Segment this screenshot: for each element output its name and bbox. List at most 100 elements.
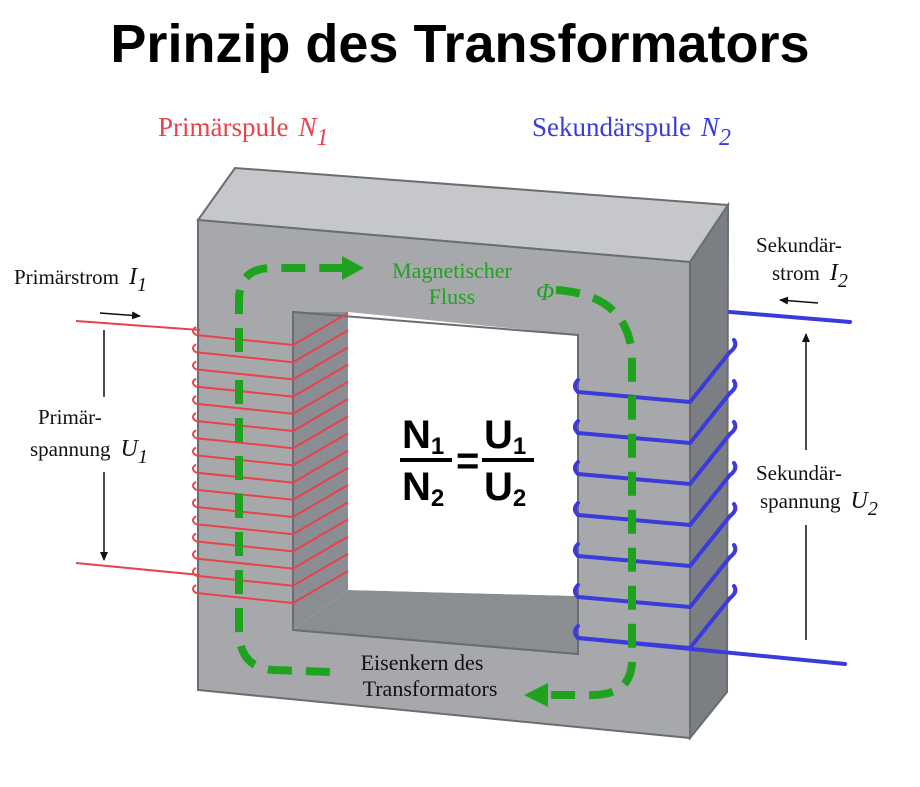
secondary-winding-edge <box>728 584 738 600</box>
primary-winding-edge <box>192 498 197 508</box>
secondary-winding-edge <box>728 338 738 354</box>
secondary-winding-edge <box>728 543 738 559</box>
secondary-winding-edge <box>573 583 580 599</box>
primary-winding-edge <box>192 532 197 543</box>
secondary-winding-side <box>688 514 732 568</box>
primary-winding-turn <box>195 420 294 432</box>
secondary-coil-symbol: N <box>700 112 721 142</box>
secondary-winding-side <box>688 473 732 527</box>
secondary-current-label-line2: strom I2 <box>772 260 848 292</box>
primary-winding-edge <box>192 412 197 422</box>
secondary-winding-edge <box>728 461 738 477</box>
secondary-winding-edge <box>728 502 738 518</box>
primary-winding-turn <box>195 574 294 587</box>
primary-winding-edge <box>192 480 197 491</box>
core-label-line1: Eisenkern des <box>361 650 484 675</box>
flux-label-line1: Magnetischer <box>392 258 512 283</box>
secondary-winding-side <box>688 596 732 650</box>
primary-winding-turn <box>195 368 294 381</box>
primary-winding-turn <box>195 437 294 450</box>
primary-winding-back <box>292 363 349 398</box>
primary-current-label: Primärstrom I1 <box>14 264 147 296</box>
secondary-winding-side <box>688 350 732 404</box>
primary-winding-turn <box>195 592 294 604</box>
primary-winding-turn <box>195 523 294 536</box>
core-label-line2: Transformators <box>363 676 498 701</box>
primary-winding-back <box>292 449 349 484</box>
primary-winding-edge <box>192 343 197 354</box>
primary-winding-back <box>292 415 349 450</box>
secondary-current-arrow <box>779 296 819 305</box>
primary-coil-symbol: N <box>297 112 318 142</box>
primary-winding-edge <box>192 326 197 336</box>
formula-u1: U1 <box>484 413 526 460</box>
primary-winding-edge <box>192 566 197 577</box>
primary-voltage-label-line1: Primär- <box>38 405 102 429</box>
primary-winding-back <box>292 380 349 415</box>
formula-n1: N1 <box>402 413 444 460</box>
primary-winding-turn <box>195 506 294 518</box>
primary-coil <box>75 312 349 604</box>
primary-winding-back <box>292 398 349 432</box>
primary-winding-edge <box>192 584 197 594</box>
secondary-winding-edge <box>573 378 580 394</box>
primary-winding-back <box>292 432 349 467</box>
primary-winding-turn <box>195 385 294 398</box>
primary-lead-top <box>75 320 201 331</box>
primary-winding-turn <box>195 402 294 415</box>
primary-winding-edge <box>192 377 197 388</box>
primary-winding-turn <box>195 557 294 570</box>
core-side-face <box>689 201 730 741</box>
secondary-winding-edge <box>573 542 580 558</box>
core-inner-left-face <box>293 312 348 630</box>
primary-winding-edge <box>192 549 197 560</box>
secondary-winding-edge <box>728 379 738 395</box>
core-window <box>348 312 578 596</box>
magnetic-flux-loop <box>235 256 636 707</box>
primary-winding-turn <box>195 334 294 346</box>
secondary-winding-edge <box>573 624 580 640</box>
primary-winding-turn <box>195 471 294 484</box>
transformer-formula: N1 N2 = U1 U2 <box>400 413 534 512</box>
primary-winding-back <box>292 570 349 604</box>
flux-label-line2: Fluss <box>429 284 475 309</box>
primary-winding-turn <box>195 454 294 467</box>
secondary-current-label-line1: Sekundär- <box>756 233 842 257</box>
primary-coil-index: 1 <box>317 125 329 151</box>
formula-n2: N2 <box>402 465 444 512</box>
primary-winding-back <box>292 329 349 364</box>
primary-lead-bottom <box>75 562 201 576</box>
primary-winding-back <box>292 466 349 501</box>
primary-voltage-label-line2: spannung U1 <box>30 436 148 468</box>
secondary-winding-edge <box>573 419 580 435</box>
primary-winding-turn <box>195 540 294 553</box>
primary-winding-back <box>292 484 349 518</box>
formula-u2: U2 <box>484 465 526 512</box>
primary-winding-edge <box>192 446 197 457</box>
secondary-winding-side <box>688 555 732 609</box>
primary-winding-turn <box>195 488 294 501</box>
flux-arrow-top <box>342 256 364 280</box>
primary-winding-back <box>292 312 349 346</box>
secondary-winding-edge <box>573 460 580 476</box>
primary-winding-edge <box>192 360 197 371</box>
secondary-winding-side <box>688 391 732 445</box>
primary-winding-back <box>292 552 349 587</box>
secondary-coil-label: Sekundärspule <box>532 112 691 142</box>
secondary-voltage-label-line1: Sekundär- <box>756 461 842 485</box>
primary-winding-back <box>292 518 349 553</box>
primary-winding-edge <box>192 429 197 440</box>
primary-winding-back <box>292 501 349 536</box>
secondary-winding-edge <box>573 501 580 517</box>
secondary-lead-top <box>728 310 852 324</box>
primary-coil-label: Primärspule <box>158 112 288 142</box>
secondary-winding-edge <box>728 420 738 436</box>
primary-current-arrow <box>99 311 141 320</box>
flux-arrow-bottom <box>524 683 548 707</box>
secondary-coil-heading: Sekundärspule N2 <box>532 112 731 151</box>
secondary-coil <box>573 310 852 666</box>
primary-winding-back <box>292 535 349 570</box>
formula-equals: = <box>456 439 479 483</box>
secondary-coil-index: 2 <box>719 125 731 151</box>
